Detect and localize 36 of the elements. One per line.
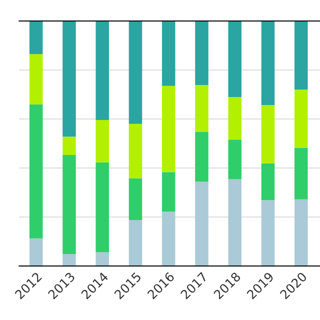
bar [228, 140, 242, 180]
bar [96, 162, 109, 252]
bar [128, 124, 142, 178]
bar [62, 155, 76, 254]
bar [195, 182, 208, 266]
bar [261, 21, 275, 106]
bar [294, 90, 308, 148]
bar [128, 21, 142, 124]
bar [128, 220, 142, 266]
bar [162, 21, 176, 86]
bar [96, 21, 109, 120]
bar [228, 96, 242, 140]
bar [195, 132, 208, 182]
bar [162, 212, 176, 266]
bar [195, 21, 208, 85]
bar [29, 54, 43, 104]
bar [162, 172, 176, 212]
bar [62, 254, 76, 266]
bar [294, 148, 308, 200]
bar [29, 21, 43, 54]
bar [62, 21, 76, 137]
bar [261, 200, 275, 266]
bar [261, 105, 275, 164]
bar [294, 21, 308, 90]
bar [228, 179, 242, 266]
bar [228, 21, 242, 97]
bar [195, 84, 208, 132]
bar [261, 163, 275, 200]
bar [128, 178, 142, 220]
bar [96, 252, 109, 266]
bar [96, 120, 109, 162]
bar [294, 199, 308, 266]
bar [62, 136, 76, 156]
bar [29, 104, 43, 238]
bar [162, 86, 176, 172]
bar [29, 238, 43, 266]
